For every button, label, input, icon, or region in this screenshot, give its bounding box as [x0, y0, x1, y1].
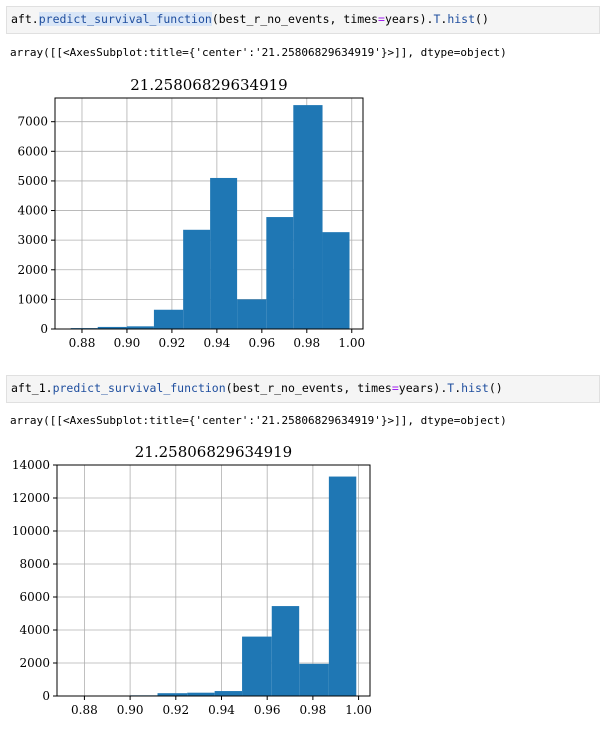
code-arg: best_r_no_events	[232, 381, 344, 395]
chart-title: 21.25806829634919	[130, 76, 287, 94]
code-value: years	[384, 12, 420, 26]
cell-output-text-1: array([[<AxesSubplot:title={'center':'21…	[10, 46, 507, 59]
y-tick-label: 4000	[17, 204, 48, 218]
histogram-bar	[183, 229, 211, 329]
x-tick-label: 0.98	[300, 703, 327, 717]
code-call: hist	[447, 12, 476, 26]
x-tick-label: 0.92	[159, 336, 186, 350]
code-object: aft_1	[11, 381, 46, 395]
x-tick-label: 0.94	[208, 703, 235, 717]
histogram-chart-2: 21.25806829634919 0.88 0.90 0.92 0.94 0.96 0.9…	[12, 443, 372, 717]
code-attr: T	[433, 12, 441, 26]
y-tick-label: 6000	[17, 144, 48, 158]
code-line-2: aft_1.predict_survival_function(best_r_n…	[11, 381, 503, 395]
code-value: years	[398, 381, 434, 395]
y-tick-label: 8000	[19, 557, 50, 571]
x-tick-label: 0.92	[162, 703, 189, 717]
code-object: aft	[11, 12, 32, 26]
y-tick-label: 2000	[19, 656, 50, 670]
histogram-bar	[322, 232, 350, 329]
histogram-bar	[242, 636, 272, 696]
code-cell-1[interactable]: aft.predict_survival_function(best_r_no_…	[6, 6, 600, 34]
y-tick-label: 1000	[17, 292, 48, 306]
histogram-bar	[328, 476, 357, 696]
histogram-bar	[237, 299, 267, 329]
y-tick-label: 2000	[17, 263, 48, 277]
x-tick-label: 1.00	[338, 336, 365, 350]
x-tick-label: 0.94	[204, 336, 231, 350]
x-tick-label: 0.98	[293, 336, 320, 350]
x-tick-label: 0.90	[114, 336, 141, 350]
histogram-bar	[214, 691, 243, 696]
chart-title: 21.25806829634919	[135, 443, 292, 461]
code-attr: T	[447, 381, 455, 395]
histogram-bar	[266, 217, 294, 329]
y-tick-label: 0	[42, 689, 50, 703]
code-operator: =	[391, 381, 399, 395]
x-tick-label: 0.90	[117, 703, 144, 717]
histogram-bar	[210, 177, 238, 329]
y-tick-label: 7000	[17, 115, 48, 129]
code-line-1: aft.predict_survival_function(best_r_no_…	[11, 12, 489, 26]
y-tick-label: 6000	[19, 590, 50, 604]
histogram-bar	[299, 663, 329, 696]
code-call: hist	[461, 381, 489, 395]
x-tick-label: 0.96	[248, 336, 275, 350]
histogram-bar	[153, 309, 184, 329]
histogram-bar	[293, 105, 323, 329]
x-tick-label: 0.88	[69, 336, 96, 350]
code-keyword: times	[343, 12, 379, 26]
histogram-bar	[187, 692, 215, 696]
y-tick-label: 4000	[19, 623, 50, 637]
code-operator: =	[378, 12, 385, 26]
axes-frame	[56, 464, 371, 697]
code-method: predict_survival_function	[52, 381, 226, 395]
x-tick-label: 0.88	[71, 703, 98, 717]
histogram-bar	[97, 326, 127, 329]
histogram-chart-1: 21.25806829634919 0.88 0.90 0.92 0.94 0.96 0.9…	[17, 76, 365, 350]
cell-output-text-2: array([[<AxesSubplot:title={'center':'21…	[10, 414, 507, 427]
code-arg: best_r_no_events	[218, 12, 330, 26]
histogram-bar	[157, 693, 188, 696]
axes-frame	[54, 97, 364, 330]
histogram-bar	[271, 606, 300, 696]
y-tick-label: 12000	[12, 491, 50, 505]
y-tick-label: 10000	[12, 524, 50, 538]
y-tick-label: 5000	[17, 174, 48, 188]
x-tick-label: 1.00	[345, 703, 372, 717]
x-tick-label: 0.96	[254, 703, 281, 717]
y-tick-label: 14000	[12, 458, 50, 472]
code-keyword: times	[357, 381, 392, 395]
code-cell-2[interactable]: aft_1.predict_survival_function(best_r_n…	[6, 375, 600, 403]
code-method: predict_survival_function	[38, 12, 212, 26]
y-tick-label: 0	[40, 322, 48, 336]
y-tick-label: 3000	[17, 233, 48, 247]
histogram-bar	[126, 326, 154, 329]
